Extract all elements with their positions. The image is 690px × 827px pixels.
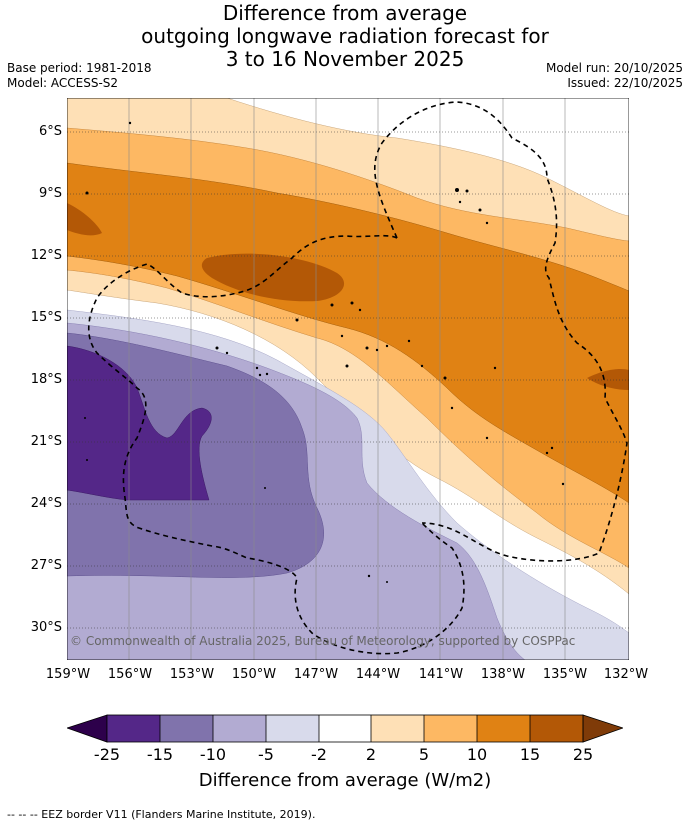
colorbar-tick: 5 — [418, 745, 430, 764]
lon-label: 147°W — [293, 667, 339, 682]
lat-label: 24°S — [30, 496, 62, 511]
band-10-15 — [67, 162, 629, 504]
olr-anomaly-map — [67, 98, 629, 660]
colorbar-above-max — [582, 714, 623, 743]
colorbar-tick: -5 — [258, 745, 274, 764]
lon-label: 144°W — [355, 667, 401, 682]
title-line-3: 3 to 16 November 2025 — [225, 47, 465, 71]
colorbar-segment — [371, 715, 424, 742]
lon-label: 153°W — [169, 667, 215, 682]
island-specks — [84, 121, 565, 583]
meta-right: Model run: 20/10/2025 Issued: 22/10/2025 — [546, 61, 683, 91]
colorbar-segment — [477, 715, 530, 742]
lat-label: 18°S — [30, 372, 62, 387]
band-15-25-c — [587, 368, 629, 390]
lon-label: 150°W — [231, 667, 277, 682]
colorbar — [67, 714, 623, 743]
copyright-credit: © Commonwealth of Australia 2025, Bureau… — [70, 634, 576, 648]
lat-label: 27°S — [30, 558, 62, 573]
lon-label: 132°W — [603, 667, 649, 682]
issued-date: Issued: 22/10/2025 — [567, 76, 683, 90]
colorbar-segment — [107, 715, 160, 742]
colorbar-segment — [213, 715, 266, 742]
map-title: Difference from average outgoing longwav… — [0, 2, 690, 71]
colorbar-tick: 15 — [519, 745, 541, 764]
title-line-1: Difference from average — [222, 1, 468, 25]
meridians — [128, 98, 566, 660]
colorbar-segment — [319, 715, 371, 742]
lat-label: 21°S — [30, 434, 62, 449]
colorbar-tick: -15 — [146, 745, 174, 764]
band-15-25-a — [201, 253, 345, 302]
colorbar-segment — [424, 715, 477, 742]
lat-label: 30°S — [30, 620, 62, 635]
eez-legend: -- -- -- EEZ border V11 (Flanders Marine… — [7, 808, 316, 821]
colorbar-tick: 25 — [572, 745, 594, 764]
colorbar-segment — [266, 715, 319, 742]
model-run: Model run: 20/10/2025 — [545, 61, 683, 75]
lon-label: 135°W — [542, 667, 588, 682]
colorbar-segment — [160, 715, 213, 742]
lat-label: 6°S — [38, 124, 62, 139]
colorbar-tick: 2 — [365, 745, 377, 764]
lon-label: 138°W — [480, 667, 526, 682]
colorbar-tick: -2 — [311, 745, 327, 764]
lon-label: 159°W — [45, 667, 91, 682]
colorbar-tick: -25 — [93, 745, 121, 764]
lat-label: 9°S — [38, 186, 62, 201]
band-15-25-b — [67, 203, 102, 236]
colorbar-tick: -10 — [199, 745, 227, 764]
colorbar-below-min — [67, 714, 108, 743]
lon-label: 141°W — [418, 667, 464, 682]
colorbar-tick: 10 — [466, 745, 488, 764]
eez-borders — [87, 101, 628, 655]
title-line-2: outgoing longwave radiation forecast for — [141, 24, 549, 48]
meta-left: Base period: 1981-2018 Model: ACCESS-S2 — [7, 61, 152, 91]
colorbar-title: Difference from average (W/m2) — [198, 770, 492, 791]
lon-label: 156°W — [107, 667, 153, 682]
lat-label: 12°S — [30, 248, 62, 263]
base-period: Base period: 1981-2018 — [7, 61, 152, 75]
model-name: Model: ACCESS-S2 — [7, 76, 119, 90]
colorbar-segment — [530, 715, 583, 742]
lat-label: 15°S — [30, 310, 62, 325]
